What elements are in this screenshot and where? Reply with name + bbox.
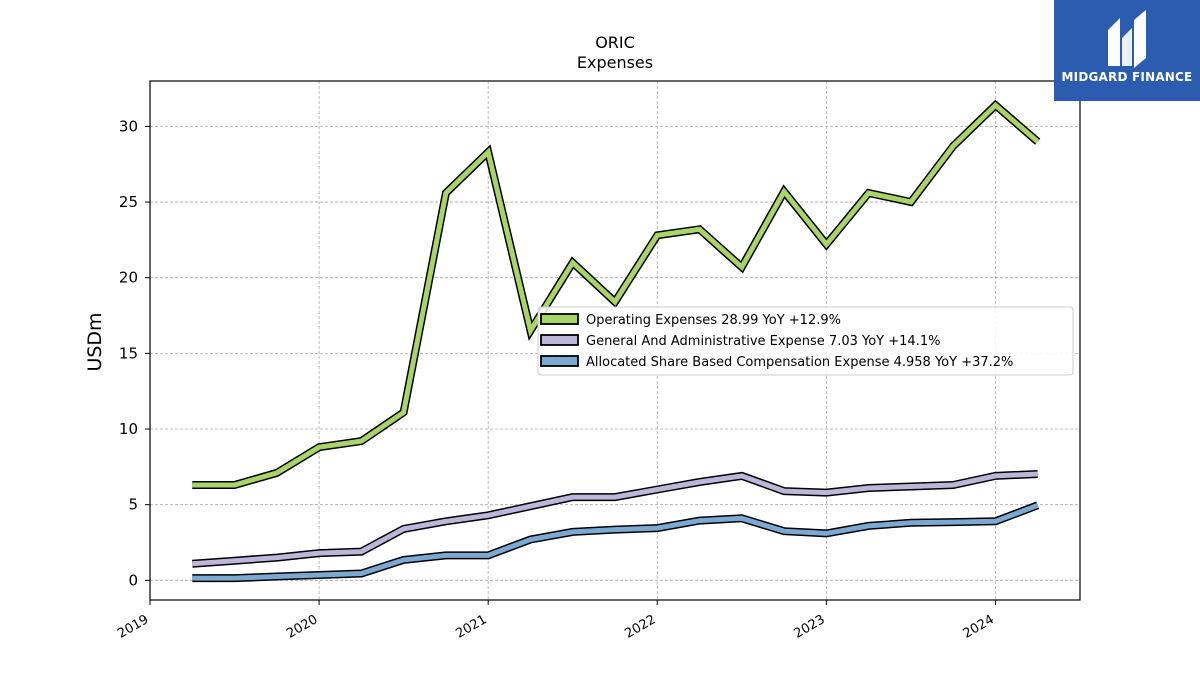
legend-swatch: [540, 313, 579, 325]
series-line: [192, 502, 1039, 581]
series-general-and-administrative-expense: [192, 470, 1038, 568]
axis-ticks: 0 5 10 15 20 25 30 2019 2020 2021 2022 2023 2024: [115, 117, 997, 641]
brand-logo: MIDGARD FINANCE: [1054, 0, 1200, 101]
series-allocated-share-based-compensation-expense: [192, 501, 1040, 583]
y-tick-label: 5: [128, 496, 138, 514]
y-tick-label: 20: [119, 269, 138, 287]
legend-entry: Allocated Share Based Compensation Expen…: [586, 355, 1013, 370]
series-line: [192, 471, 1038, 567]
x-tick-label: 2024: [961, 612, 997, 642]
y-axis-label: USDm: [84, 312, 106, 371]
series-group: [192, 99, 1041, 583]
legend-swatch: [540, 334, 579, 346]
logo-mark-icon: [1108, 10, 1146, 68]
x-tick-label: 2020: [284, 612, 320, 642]
x-tick-label: 2019: [115, 612, 151, 642]
series-operating-expenses: [192, 99, 1041, 489]
plot-frame: [149, 80, 1081, 601]
series-line: [192, 101, 1040, 488]
y-tick-label: 30: [119, 117, 138, 135]
y-tick-label: 15: [119, 344, 138, 362]
x-tick-label: 2022: [622, 612, 658, 642]
x-tick-label: 2021: [453, 612, 489, 642]
legend-swatch: [540, 355, 579, 367]
legend-frame: [537, 306, 1074, 376]
y-tick-label: 10: [119, 420, 138, 438]
logo-text: MIDGARD FINANCE: [1061, 70, 1193, 84]
chart-subtitle: Expenses: [577, 53, 653, 72]
y-tick-label: 25: [119, 193, 138, 211]
legend-entry: Operating Expenses 28.99 YoY +12.9%: [586, 313, 841, 328]
chart-title: ORIC: [595, 33, 635, 52]
y-tick-label: 0: [128, 571, 138, 589]
legend-entry: General And Administrative Expense 7.03 …: [586, 334, 940, 349]
x-tick-label: 2023: [792, 612, 828, 642]
legend: Operating Expenses 28.99 YoY +12.9% Gener…: [537, 306, 1074, 376]
